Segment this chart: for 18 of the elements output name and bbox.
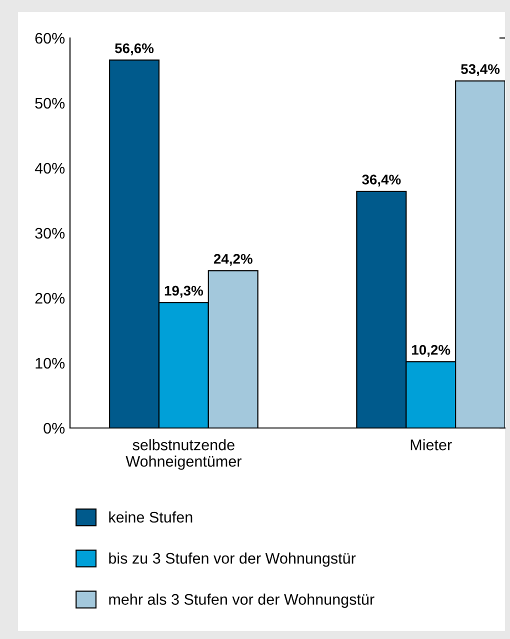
x-tick-label: Mieter [410, 439, 452, 450]
y-tick-label: 40% [34, 162, 65, 174]
y-tick-label: 20% [35, 292, 65, 304]
data-label: 24,2% [214, 254, 252, 266]
data-label: 36,4% [362, 174, 401, 186]
data-label: 10,2% [412, 344, 450, 357]
y-tick-label: 50% [35, 98, 65, 109]
y-tick-label: 10% [36, 358, 65, 369]
legend-label: bis zu 3 Stufen vor der Wohnungstür [109, 552, 356, 567]
y-tick-label: 0% [44, 422, 65, 434]
data-label: 19,3% [164, 286, 204, 298]
y-tick-label: 60% [35, 32, 65, 44]
legend-label: mehr als 3 Stufen vor der Wohnungstür [109, 594, 374, 608]
x-tick-label: selbstnutzende Wohneigentümer [126, 439, 242, 470]
legend-label: keine Stufen [109, 511, 192, 523]
data-label: 56,6% [115, 43, 154, 56]
data-label: 53,4% [461, 64, 500, 76]
y-tick-label: 30% [35, 228, 65, 239]
